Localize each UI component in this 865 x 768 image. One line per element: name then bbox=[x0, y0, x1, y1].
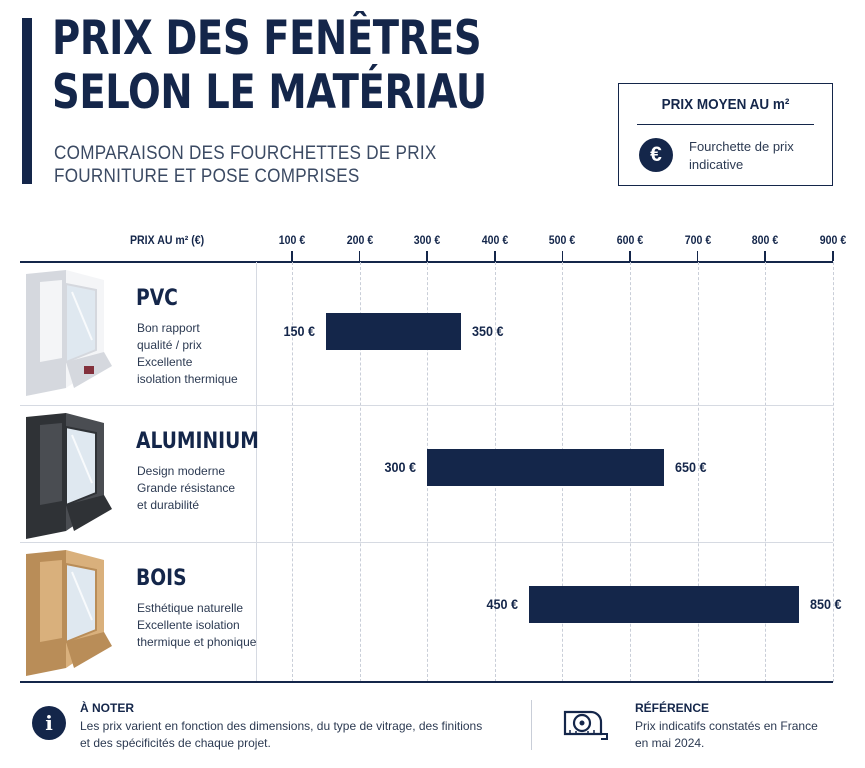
x-tick-mark bbox=[764, 251, 766, 261]
row-separator bbox=[20, 542, 833, 543]
pvc-window-icon bbox=[26, 270, 112, 396]
title-accent-bar bbox=[22, 18, 32, 184]
x-tick-label: 100 € bbox=[278, 233, 306, 247]
material-description-line: Bon rapport bbox=[137, 321, 200, 335]
x-axis-line bbox=[20, 261, 833, 263]
bar-min-label: 450 € bbox=[486, 595, 518, 612]
x-tick-label: 800 € bbox=[751, 233, 779, 247]
material-description-line: Grande résistance bbox=[137, 481, 236, 495]
reference-title: RÉFÉRENCE bbox=[635, 701, 710, 715]
x-tick-label: 500 € bbox=[549, 233, 576, 247]
material-description-line: qualité / prix bbox=[137, 338, 202, 352]
note-title: À NOTER bbox=[80, 701, 134, 715]
x-grid-line bbox=[765, 262, 767, 682]
subtitle-line-2: FOURNITURE ET POSE COMPRISES bbox=[54, 166, 360, 187]
x-tick-label: 400 € bbox=[481, 233, 509, 247]
row-separator bbox=[20, 405, 833, 406]
bar-max-label: 650 € bbox=[674, 458, 707, 475]
x-tick-mark bbox=[291, 251, 293, 261]
tape-measure-icon bbox=[563, 710, 608, 740]
bar-max-label: 350 € bbox=[472, 322, 504, 339]
note-line-2: et des spécificités de chaque projet. bbox=[80, 736, 271, 750]
material-description-line: Design moderne bbox=[137, 464, 226, 478]
x-tick-mark bbox=[629, 251, 631, 261]
x-grid-line bbox=[359, 262, 361, 682]
x-tick-mark bbox=[832, 251, 834, 261]
x-grid-line bbox=[832, 262, 834, 682]
material-description-line: thermique et phonique bbox=[137, 635, 257, 649]
material-name: PVC bbox=[136, 286, 178, 311]
euro-icon: € bbox=[639, 138, 673, 172]
material-description-line: Excellente bbox=[137, 355, 193, 369]
legend-divider bbox=[637, 124, 814, 125]
page-subtitle: COMPARAISON DES FOURCHETTES DE PRIX FOUR… bbox=[54, 142, 540, 188]
x-tick-mark bbox=[696, 251, 699, 261]
x-tick-label: 700 € bbox=[684, 233, 711, 247]
material-description-line: Esthétique naturelle bbox=[137, 601, 244, 615]
price-range-bar bbox=[325, 312, 461, 350]
x-tick-mark bbox=[358, 251, 361, 261]
x-tick-mark bbox=[426, 251, 428, 261]
chart-bottom-line bbox=[20, 681, 833, 683]
x-tick-mark bbox=[494, 251, 496, 261]
material-name: BOIS bbox=[136, 566, 187, 591]
aluminium-window-icon bbox=[26, 413, 112, 539]
bar-min-label: 300 € bbox=[384, 458, 417, 475]
material-name: ALUMINIUM bbox=[136, 429, 259, 454]
material-description-line: Excellente isolation bbox=[137, 618, 240, 632]
reference-line-1: Prix indicatifs constatés en France bbox=[635, 719, 818, 733]
footer-divider bbox=[531, 700, 532, 750]
x-axis-title: PRIX AU m² (€) bbox=[130, 233, 205, 247]
wood-window-icon bbox=[26, 550, 112, 676]
x-tick-mark bbox=[561, 251, 564, 261]
bar-max-label: 850 € bbox=[810, 595, 842, 612]
subtitle-line-1: COMPARAISON DES FOURCHETTES DE PRIX bbox=[54, 143, 437, 164]
material-description: Esthétique naturelle Excellente isolation… bbox=[137, 600, 262, 651]
bar-min-label: 150 € bbox=[283, 322, 315, 339]
legend-title: PRIX MOYEN AU m² bbox=[661, 96, 790, 113]
material-description: Design moderne Grande résistance et durabi… bbox=[137, 463, 262, 514]
page-title: PRIX DES FENÊTRES SELON LE MATÉRIAU bbox=[52, 12, 495, 120]
legend-text-line-1: Fourchette de prix bbox=[689, 139, 794, 154]
material-description-line: isolation thermique bbox=[137, 372, 238, 386]
x-tick-label: 300 € bbox=[413, 233, 441, 247]
x-tick-label: 600 € bbox=[616, 233, 644, 247]
info-icon: i bbox=[32, 706, 66, 740]
title-line-2: SELON LE MATÉRIAU bbox=[52, 65, 487, 120]
legend-text: Fourchette de prix indicative bbox=[689, 138, 819, 174]
reference-line-2: en mai 2024. bbox=[635, 736, 705, 750]
x-tick-label: 200 € bbox=[346, 233, 373, 247]
legend-box: PRIX MOYEN AU m² € Fourchette de prix in… bbox=[618, 83, 833, 186]
title-line-1: PRIX DES FENÊTRES bbox=[52, 11, 482, 66]
x-grid-line bbox=[292, 262, 293, 682]
x-grid-line bbox=[697, 262, 699, 682]
x-tick-label: 900 € bbox=[819, 233, 847, 247]
material-description-line: et durabilité bbox=[137, 498, 200, 512]
note-line-1: Les prix varient en fonction des dimensi… bbox=[80, 719, 483, 733]
price-range-bar bbox=[427, 448, 664, 486]
legend-text-line-2: indicative bbox=[689, 157, 744, 172]
note-text: Les prix varient en fonction des dimensi… bbox=[80, 718, 520, 752]
reference-text: Prix indicatifs constatés en France en m… bbox=[635, 718, 845, 752]
price-range-bar bbox=[528, 585, 799, 623]
material-description: Bon rapport qualité / prix Excellente isola… bbox=[137, 320, 262, 388]
label-column-separator bbox=[256, 262, 257, 682]
